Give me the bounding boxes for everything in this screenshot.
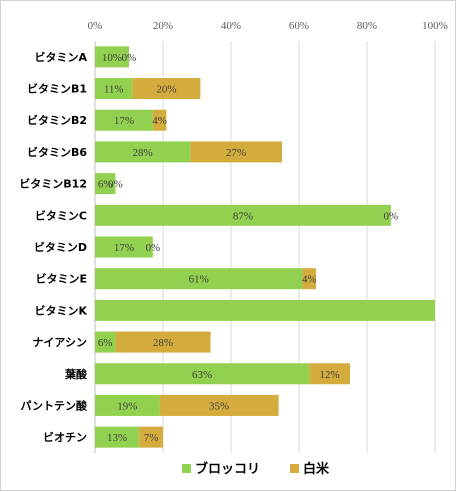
bar-rice: [139, 426, 163, 448]
bar-broccoli: [95, 299, 435, 321]
x-tick-label: 80%: [357, 20, 377, 32]
x-tick-label: 60%: [289, 20, 309, 32]
data-label-rice: 35%: [209, 400, 229, 412]
data-label-rice: 12%: [320, 369, 340, 381]
category-label: ビタミンB6: [27, 145, 87, 159]
bar-rice: [159, 394, 279, 416]
category-label: ビタミンB2: [27, 113, 87, 127]
bar-broccoli: [95, 268, 303, 290]
bar-broccoli: [95, 109, 153, 131]
bar-rice: [302, 268, 316, 290]
legend-swatch-rice: [290, 464, 299, 473]
data-label-rice: 7%: [144, 432, 159, 444]
data-label-rice: 20%: [156, 84, 176, 96]
data-label-broccoli: 17%: [114, 115, 134, 127]
bar-broccoli: [95, 141, 191, 163]
data-label-broccoli: 13%: [107, 432, 127, 444]
data-label-rice: 4%: [302, 274, 317, 286]
x-tick-label: 20%: [153, 20, 173, 32]
data-label-broccoli: 87%: [233, 210, 253, 222]
bar-broccoli: [95, 236, 153, 258]
bar-broccoli: [95, 363, 310, 385]
x-tick-label: 0%: [88, 20, 103, 32]
category-label: ナイアシン: [32, 336, 87, 349]
category-label: ビタミンE: [35, 272, 87, 286]
data-label-broccoli: 61%: [189, 274, 209, 286]
category-label: ビタミンK: [34, 303, 87, 317]
bar-broccoli: [95, 46, 129, 68]
data-label-broccoli: 63%: [192, 369, 212, 381]
category-label: ビタミンC: [35, 208, 87, 222]
category-label: 葉酸: [64, 367, 88, 381]
bar-broccoli: [95, 204, 391, 226]
bar-broccoli: [95, 173, 116, 195]
bar-rice: [132, 78, 201, 100]
data-label-rice: 0%: [108, 179, 123, 191]
bar-rice: [115, 331, 211, 353]
data-label-broccoli: 28%: [133, 147, 153, 159]
data-label-rice: 28%: [153, 337, 173, 349]
x-tick-label: 100%: [422, 20, 448, 32]
data-label-broccoli: 17%: [114, 242, 134, 254]
data-label-rice: 0%: [383, 210, 398, 222]
data-label-broccoli: 10%: [102, 52, 122, 64]
category-label: ビタミンA: [34, 50, 87, 64]
legend-label-broccoli: ブロッコリ: [195, 461, 260, 477]
x-tick-label: 40%: [221, 20, 241, 32]
category-label: ビタミンB1: [27, 82, 87, 96]
legend-swatch-broccoli: [182, 464, 191, 473]
bar-broccoli: [95, 331, 116, 353]
data-label-rice: 0%: [122, 52, 137, 64]
data-label-broccoli: 6%: [98, 337, 113, 349]
data-label-rice: 0%: [145, 242, 160, 254]
bar-broccoli: [95, 426, 140, 448]
data-label-broccoli: 11%: [104, 84, 124, 96]
legend-label-rice: 白米: [303, 461, 330, 477]
bar-rice: [152, 109, 167, 131]
category-label: ビタミンD: [34, 240, 87, 254]
category-label: ビオチン: [43, 430, 87, 444]
bar-rice: [309, 363, 350, 385]
data-label-rice: 27%: [226, 147, 246, 159]
bar-broccoli: [95, 394, 160, 416]
category-label: パントテン酸: [20, 398, 88, 412]
data-label-broccoli: 19%: [117, 400, 137, 412]
bar-rice: [190, 141, 282, 163]
category-label: ビタミンB12: [19, 177, 87, 191]
data-label-broccoli: 6%: [98, 179, 113, 191]
bar-broccoli: [95, 78, 133, 100]
data-label-rice: 4%: [152, 115, 167, 127]
